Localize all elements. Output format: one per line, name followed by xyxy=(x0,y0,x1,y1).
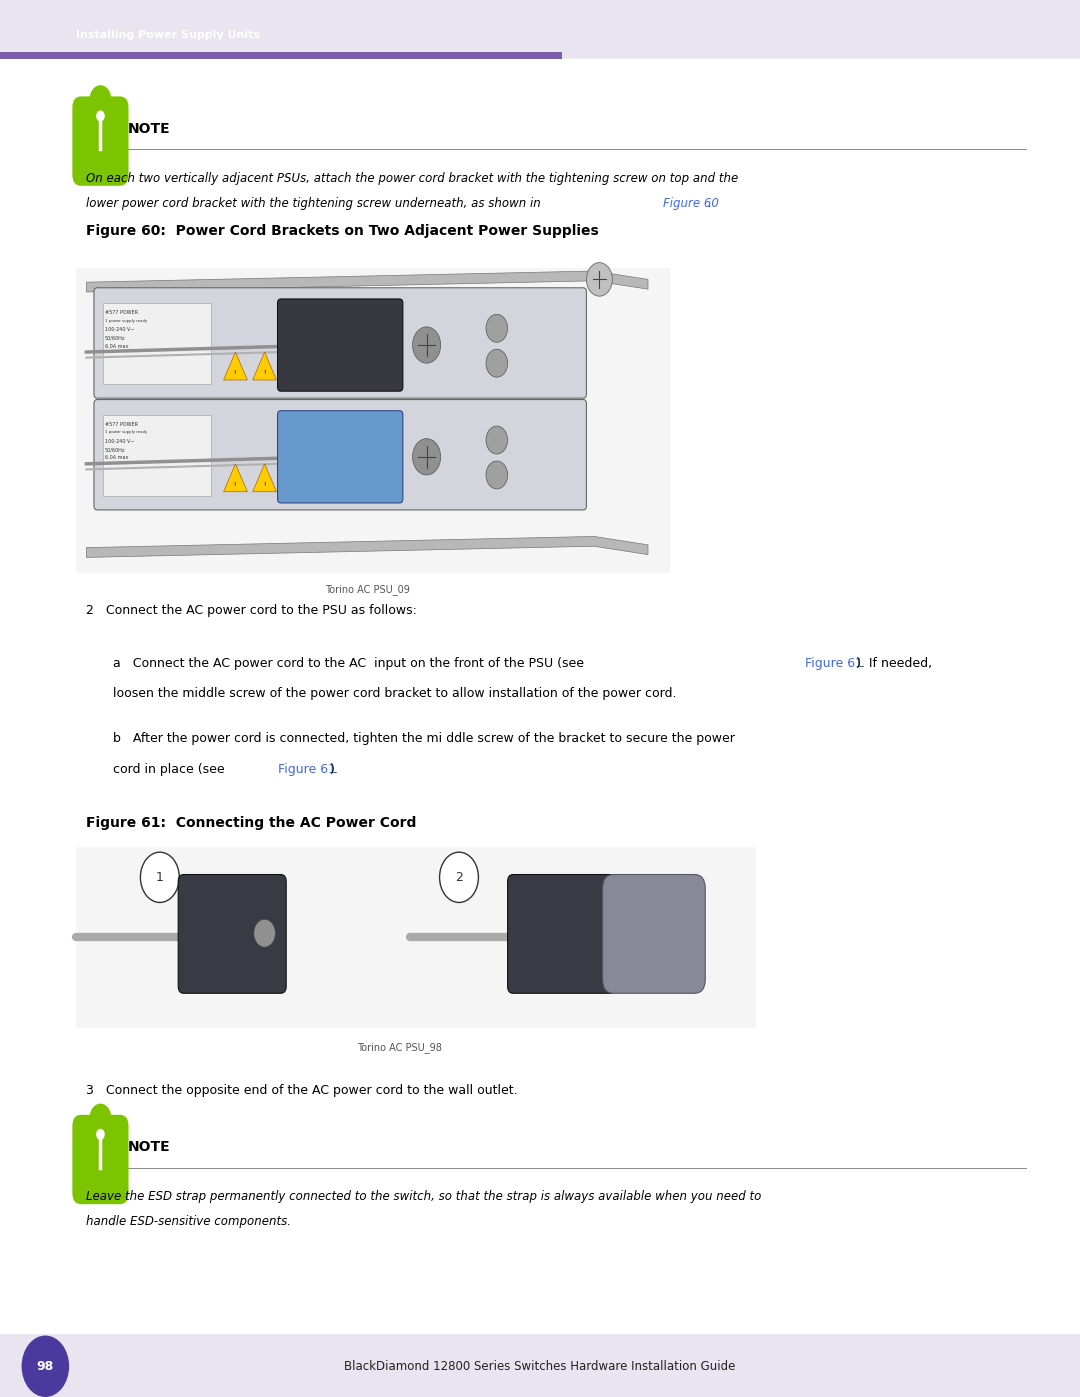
Text: 2: 2 xyxy=(455,870,463,884)
FancyBboxPatch shape xyxy=(0,1334,1080,1397)
Text: .: . xyxy=(707,197,711,210)
FancyBboxPatch shape xyxy=(0,0,1080,59)
FancyBboxPatch shape xyxy=(94,288,586,398)
Text: 100-240 V~: 100-240 V~ xyxy=(105,327,134,332)
FancyBboxPatch shape xyxy=(278,299,403,391)
Text: Figure 60:  Power Cord Brackets on Two Adjacent Power Supplies: Figure 60: Power Cord Brackets on Two Ad… xyxy=(86,224,599,237)
Circle shape xyxy=(254,919,275,947)
Text: handle ESD-sensitive components.: handle ESD-sensitive components. xyxy=(86,1215,292,1228)
Circle shape xyxy=(413,327,441,363)
Text: NOTE: NOTE xyxy=(127,1140,170,1154)
Circle shape xyxy=(486,349,508,377)
Text: ). If needed,: ). If needed, xyxy=(856,657,932,669)
Text: 6.0A max: 6.0A max xyxy=(105,455,129,461)
Text: Figure 60: Figure 60 xyxy=(663,197,719,210)
Text: a   Connect the AC power cord to the AC  input on the front of the PSU (see: a Connect the AC power cord to the AC in… xyxy=(113,657,589,669)
FancyBboxPatch shape xyxy=(278,411,403,503)
Text: Leave the ESD strap permanently connected to the switch, so that the strap is al: Leave the ESD strap permanently connecte… xyxy=(86,1190,761,1203)
Bar xyxy=(103,303,211,384)
Text: On each two vertically adjacent PSUs, attach the power cord bracket with the tig: On each two vertically adjacent PSUs, at… xyxy=(86,172,739,184)
Text: b   After the power cord is connected, tighten the mi ddle screw of the bracket : b After the power cord is connected, tig… xyxy=(113,732,735,745)
Text: lower power cord bracket with the tightening screw underneath, as shown in: lower power cord bracket with the tighte… xyxy=(86,197,545,210)
FancyBboxPatch shape xyxy=(94,400,586,510)
FancyBboxPatch shape xyxy=(508,875,616,993)
Polygon shape xyxy=(86,271,648,292)
Circle shape xyxy=(90,85,111,113)
Text: 100-240 V~: 100-240 V~ xyxy=(105,439,134,444)
Text: Figure 61: Figure 61 xyxy=(805,657,863,669)
Circle shape xyxy=(486,461,508,489)
FancyBboxPatch shape xyxy=(178,875,286,993)
Text: 1 power supply ready: 1 power supply ready xyxy=(105,319,147,323)
FancyBboxPatch shape xyxy=(72,96,129,186)
Text: #577 POWER: #577 POWER xyxy=(105,310,138,316)
Circle shape xyxy=(96,1129,105,1140)
Text: #577 POWER: #577 POWER xyxy=(105,422,138,427)
Circle shape xyxy=(486,426,508,454)
Polygon shape xyxy=(86,536,648,557)
Text: Torino AC PSU_98: Torino AC PSU_98 xyxy=(357,1042,442,1053)
Circle shape xyxy=(586,263,612,296)
Text: !: ! xyxy=(262,482,266,488)
Text: !: ! xyxy=(233,370,237,376)
Circle shape xyxy=(440,852,478,902)
Text: 6.0A max: 6.0A max xyxy=(105,344,129,349)
Text: !: ! xyxy=(262,370,266,376)
Text: loosen the middle screw of the power cord bracket to allow installation of the p: loosen the middle screw of the power cor… xyxy=(113,687,677,700)
Bar xyxy=(103,415,211,496)
Bar xyxy=(76,847,756,1028)
Bar xyxy=(76,268,670,573)
Polygon shape xyxy=(253,352,276,380)
Text: 98: 98 xyxy=(37,1359,54,1373)
Text: BlackDiamond 12800 Series Switches Hardware Installation Guide: BlackDiamond 12800 Series Switches Hardw… xyxy=(345,1359,735,1373)
Text: Torino AC PSU_09: Torino AC PSU_09 xyxy=(325,584,409,595)
Text: cord in place (see: cord in place (see xyxy=(113,763,225,775)
FancyBboxPatch shape xyxy=(603,875,705,993)
Text: 1: 1 xyxy=(156,870,164,884)
Polygon shape xyxy=(253,464,276,492)
Text: Installing Power Supply Units: Installing Power Supply Units xyxy=(76,29,259,41)
Polygon shape xyxy=(224,464,247,492)
Text: 50/60Hz: 50/60Hz xyxy=(105,335,125,341)
Text: !: ! xyxy=(233,482,237,488)
Text: 50/60Hz: 50/60Hz xyxy=(105,447,125,453)
Bar xyxy=(0,52,562,59)
Circle shape xyxy=(140,852,179,902)
Text: NOTE: NOTE xyxy=(127,122,170,136)
FancyBboxPatch shape xyxy=(72,1115,129,1204)
Circle shape xyxy=(413,439,441,475)
Polygon shape xyxy=(224,352,247,380)
Circle shape xyxy=(96,110,105,122)
Text: ).: ). xyxy=(330,763,339,775)
Circle shape xyxy=(90,1104,111,1132)
Text: 2   Connect the AC power cord to the PSU as follows:: 2 Connect the AC power cord to the PSU a… xyxy=(86,604,417,616)
Text: Figure 61:  Connecting the AC Power Cord: Figure 61: Connecting the AC Power Cord xyxy=(86,816,417,830)
Text: 1 power supply ready: 1 power supply ready xyxy=(105,430,147,434)
Circle shape xyxy=(486,314,508,342)
Text: 3   Connect the opposite end of the AC power cord to the wall outlet.: 3 Connect the opposite end of the AC pow… xyxy=(86,1084,518,1097)
Text: Figure 61: Figure 61 xyxy=(278,763,336,775)
Circle shape xyxy=(22,1336,69,1397)
